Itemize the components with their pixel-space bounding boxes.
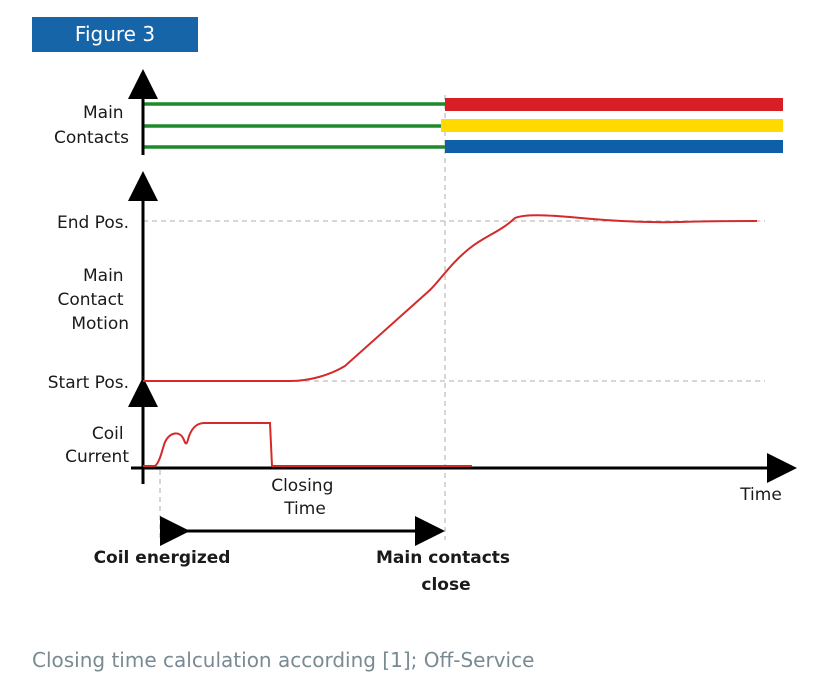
contacts-close-label: Main contacts close: [376, 548, 516, 595]
coil-energized-label: Coil energized: [94, 548, 231, 568]
motion-label: Main Contact Motion: [57, 266, 129, 334]
phase-1-bar: [445, 98, 783, 111]
closing-time-label: Closing Time: [271, 476, 339, 519]
start-pos-label: Start Pos.: [48, 373, 129, 393]
coil-current-curve: [143, 422, 472, 467]
coil-current-label: Coil Current: [65, 424, 129, 467]
phase-2-bar: [441, 119, 783, 132]
phase-3-bar: [445, 140, 783, 153]
contact-motion-curve: [143, 214, 758, 382]
main-contacts-label: Main Contacts: [54, 103, 129, 148]
figure-label: Figure 3: [32, 17, 198, 52]
end-pos-label: End Pos.: [57, 213, 129, 233]
figure-caption: Closing time calculation according [1]; …: [32, 648, 535, 672]
closing-time-diagram: Main Contacts End Pos. Main Contact Moti…: [48, 69, 797, 595]
time-axis-label: Time: [739, 485, 782, 505]
